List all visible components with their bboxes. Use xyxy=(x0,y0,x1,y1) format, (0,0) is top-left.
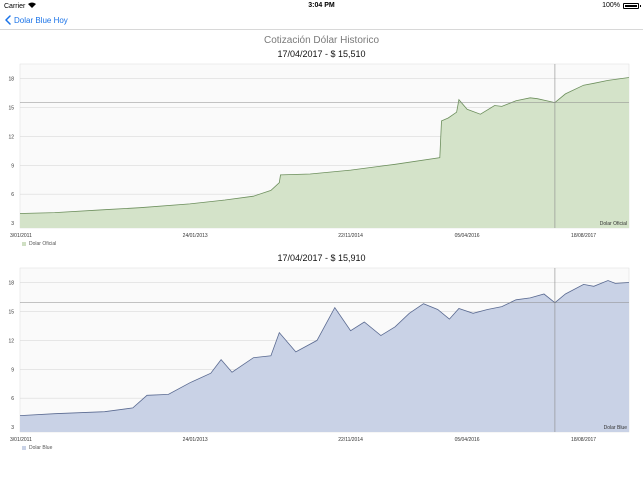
y-tick-label: 18 xyxy=(8,280,14,286)
y-tick-label: 9 xyxy=(11,163,14,169)
series-area xyxy=(20,77,629,228)
oficial-legend-label: Dolar Oficial xyxy=(29,241,57,247)
y-tick-label: 12 xyxy=(8,338,14,344)
battery-icon xyxy=(623,2,641,9)
blue-legend: Dolar Blue xyxy=(22,445,52,451)
oficial-chart-header: 17/04/2017 - $ 15,510 xyxy=(277,49,366,59)
chart-watermark: Dolar Oficial xyxy=(600,221,627,227)
chart-watermark: Dolar Blue xyxy=(604,425,628,431)
y-tick-label: 15 xyxy=(8,309,14,315)
x-tick-label: 18/08/2017 xyxy=(571,233,596,239)
y-tick-label: 9 xyxy=(11,367,14,373)
battery-percent: 100% xyxy=(602,2,620,9)
carrier-label: Carrier xyxy=(4,2,26,10)
y-tick-label: 12 xyxy=(8,134,14,140)
series-area xyxy=(20,280,629,432)
screen-title: Cotización Dólar Historico xyxy=(263,35,380,46)
x-tick-label: 24/01/2013 xyxy=(183,233,208,239)
blue-chart-header: 17/04/2017 - $ 15,910 xyxy=(277,253,366,263)
oficial-legend-swatch xyxy=(22,242,26,246)
wifi-icon xyxy=(28,2,37,10)
status-left: Carrier xyxy=(4,2,37,10)
back-button[interactable]: Dolar Blue Hoy xyxy=(5,15,68,25)
x-tick-label: 05/04/2016 xyxy=(455,437,480,443)
y-tick-label: 18 xyxy=(8,76,14,82)
oficial-chart[interactable]: 3 6 9 12 15 18 Dolar Oficial 3/01/2011 24/01/201… xyxy=(0,60,643,240)
y-tick-label: 3 xyxy=(11,425,14,431)
y-tick-label: 6 xyxy=(11,192,14,198)
blue-chart[interactable]: 3 6 9 12 15 18 Dolar Blue 3/01/2011 24/01/2013 22… xyxy=(0,264,643,444)
status-time: 3:04 PM xyxy=(308,2,335,9)
y-tick-label: 6 xyxy=(11,396,14,402)
blue-legend-swatch xyxy=(22,446,26,450)
x-tick-label: 18/08/2017 xyxy=(571,437,596,443)
y-tick-label: 3 xyxy=(11,221,14,227)
status-bar: Carrier 3:04 PM 100% xyxy=(0,0,643,12)
oficial-legend: Dolar Oficial xyxy=(22,241,56,247)
x-tick-label: 05/04/2016 xyxy=(455,233,480,239)
chevron-left-icon xyxy=(5,15,11,25)
navigation-bar: Dolar Blue Hoy xyxy=(0,12,643,30)
series-line xyxy=(19,77,630,214)
x-tick-label: 22/11/2014 xyxy=(338,437,363,443)
x-tick-label: 22/11/2014 xyxy=(338,233,363,239)
status-right: 100% xyxy=(602,2,641,9)
y-tick-label: 15 xyxy=(8,105,14,111)
back-button-label: Dolar Blue Hoy xyxy=(14,15,68,25)
series-line xyxy=(19,280,630,416)
x-tick-label: 3/01/2011 xyxy=(10,233,32,239)
blue-legend-label: Dolar Blue xyxy=(29,445,53,451)
x-tick-label: 24/01/2013 xyxy=(183,437,208,443)
x-tick-label: 3/01/2011 xyxy=(10,437,32,443)
